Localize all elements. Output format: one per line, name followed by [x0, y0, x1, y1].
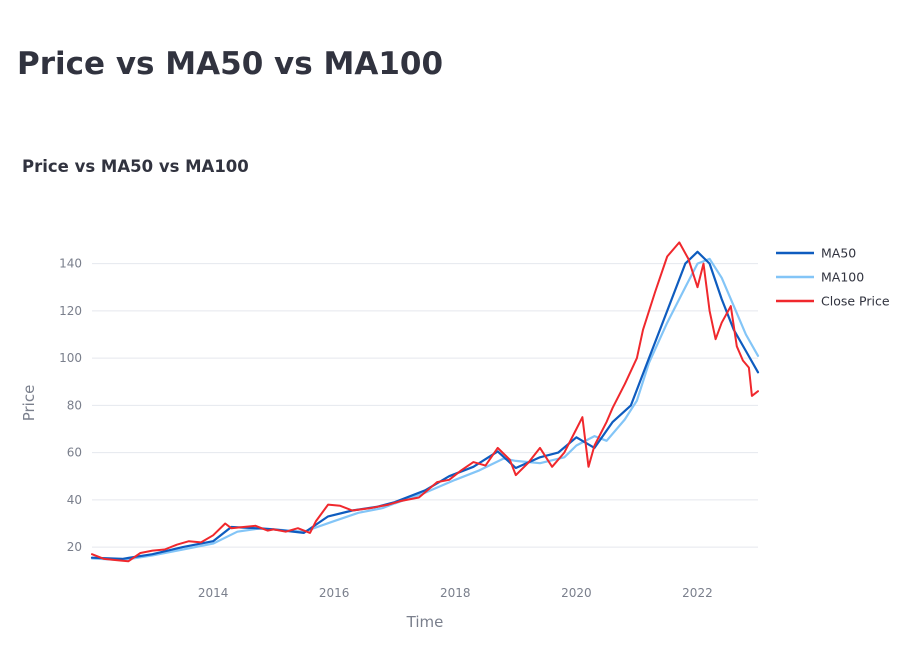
x-tick-label: 2022 [682, 586, 713, 600]
grid-lines [92, 263, 758, 548]
x-tick-label: 2020 [561, 586, 592, 600]
y-tick-label: 20 [67, 540, 82, 554]
y-axis-ticks: 20 40 60 80 100 120 140 [59, 257, 82, 554]
legend-label-ma50: MA50 [821, 246, 856, 261]
y-tick-label: 120 [59, 304, 82, 318]
y-axis-title: Price [20, 385, 38, 422]
x-tick-label: 2016 [319, 586, 350, 600]
y-tick-label: 40 [67, 493, 82, 507]
x-tick-label: 2014 [198, 586, 229, 600]
y-tick-label: 140 [59, 257, 82, 271]
series-lines [90, 241, 760, 563]
series-line-ma100 [90, 257, 760, 562]
x-axis-ticks: 2014 2016 2018 2020 2022 [198, 586, 713, 600]
y-tick-label: 100 [59, 351, 82, 365]
series-line-close-price [91, 241, 759, 563]
legend: MA50 MA100 Close Price [776, 246, 890, 309]
x-axis-title: Time [406, 613, 444, 631]
legend-label-ma100: MA100 [821, 270, 864, 285]
x-tick-label: 2018 [440, 586, 471, 600]
chart-title: Price vs MA50 vs MA100 [22, 157, 249, 176]
legend-label-close-price: Close Price [821, 294, 890, 309]
y-tick-label: 80 [67, 398, 82, 412]
y-tick-label: 60 [67, 446, 82, 460]
page-title: Price vs MA50 vs MA100 [17, 46, 444, 82]
